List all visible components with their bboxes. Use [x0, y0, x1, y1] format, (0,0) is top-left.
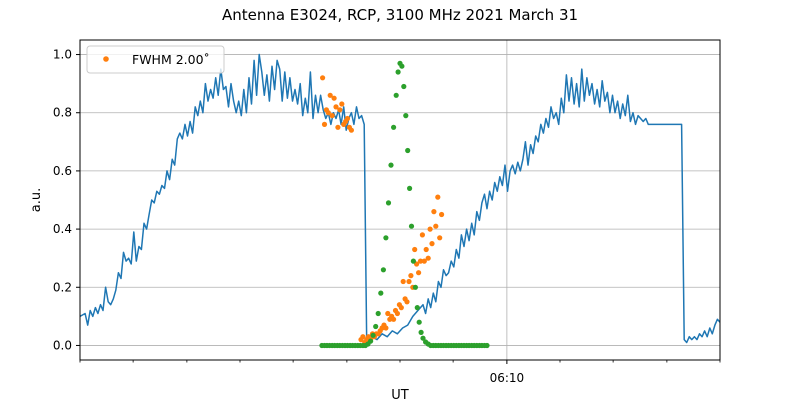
series-line-signal	[79, 53, 721, 344]
beam-model-point	[370, 332, 376, 338]
beam-model-point	[399, 63, 405, 69]
fwhm-point	[416, 270, 422, 276]
fwhm-point	[327, 92, 333, 98]
fwhm-point	[344, 115, 351, 122]
fwhm-point	[408, 273, 414, 279]
y-tick-label: 0.6	[53, 164, 72, 178]
fwhm-point	[417, 258, 424, 264]
fwhm-point	[331, 95, 337, 101]
fwhm-point	[419, 232, 425, 238]
fwhm-point	[333, 104, 339, 110]
fwhm-point	[421, 258, 427, 264]
legend-box	[86, 45, 225, 74]
legend-marker-fwhm	[103, 56, 109, 62]
y-axis-label: a.u.	[29, 188, 44, 212]
fwhm-point	[437, 235, 443, 241]
y-tick-label: 0.2	[53, 280, 72, 294]
beam-model-point	[408, 223, 415, 229]
x-axis-label: UT	[391, 388, 409, 400]
beam-model-point	[420, 335, 426, 341]
beam-model-point	[385, 200, 392, 206]
beam-model-point	[383, 235, 389, 241]
beam-model-point	[403, 113, 409, 119]
fwhm-point	[329, 113, 335, 119]
beam-model-point	[391, 124, 397, 130]
y-tick-label: 0.0	[53, 338, 72, 352]
fwhm-point	[429, 241, 435, 247]
beam-model-point	[393, 92, 399, 98]
fwhm-point	[398, 305, 404, 311]
fwhm-point	[439, 211, 445, 218]
fwhm-point	[406, 278, 412, 285]
beam-model-point	[388, 162, 394, 168]
plot-frame	[79, 39, 721, 361]
beam-model-point	[412, 284, 418, 290]
x-tick-label: 06:10	[490, 371, 525, 385]
fwhm-point	[423, 246, 429, 253]
beam-model-point	[414, 305, 420, 311]
fwhm-point	[335, 124, 341, 130]
fwhm-point	[385, 310, 391, 317]
fwhm-point	[383, 325, 389, 331]
fwhm-point	[337, 107, 343, 113]
fwhm-point	[400, 278, 406, 285]
fwhm-point	[339, 101, 345, 107]
fwhm-point	[433, 223, 439, 229]
y-tick-label: 0.4	[53, 222, 72, 236]
fwhm-point	[360, 334, 366, 340]
fwhm-point	[431, 209, 437, 215]
fwhm-point	[412, 246, 418, 253]
fwhm-point	[321, 121, 328, 127]
fwhm-point	[404, 299, 410, 305]
beam-model-point	[484, 342, 490, 349]
fwhm-point	[394, 310, 400, 317]
fwhm-point	[320, 75, 326, 81]
beam-model-point	[401, 83, 407, 90]
fwhm-point	[427, 226, 433, 232]
chart-title: Antenna E3024, RCP, 3100 MHz 2021 March …	[222, 6, 578, 24]
beam-model-point	[375, 310, 381, 317]
beam-model-point	[418, 329, 424, 335]
beam-model-point	[410, 258, 416, 264]
fwhm-point	[425, 255, 431, 261]
beam-model-point	[416, 319, 422, 325]
fwhm-point	[348, 127, 354, 133]
beam-model-point	[407, 185, 413, 191]
beam-model-point	[378, 290, 384, 296]
axis-ticks: 0.0 0.2 0.4 0.6 0.8 1.0 06:10	[53, 48, 721, 385]
y-tick-label: 1.0	[53, 48, 72, 62]
beam-model-point	[368, 338, 374, 344]
beam-model-point	[395, 69, 401, 75]
beam-model-point	[380, 267, 386, 273]
legend-label-fwhm: FWHM 2.00˚	[132, 52, 210, 67]
beam-model-point	[405, 147, 411, 154]
legend: FWHM 2.00˚	[86, 45, 225, 74]
series-layer	[79, 53, 721, 349]
fwhm-point	[325, 110, 331, 116]
grid	[80, 40, 720, 360]
beam-model-point	[373, 323, 379, 330]
y-tick-label: 0.8	[53, 106, 72, 120]
fwhm-point	[391, 316, 397, 322]
fwhm-point	[435, 194, 441, 200]
